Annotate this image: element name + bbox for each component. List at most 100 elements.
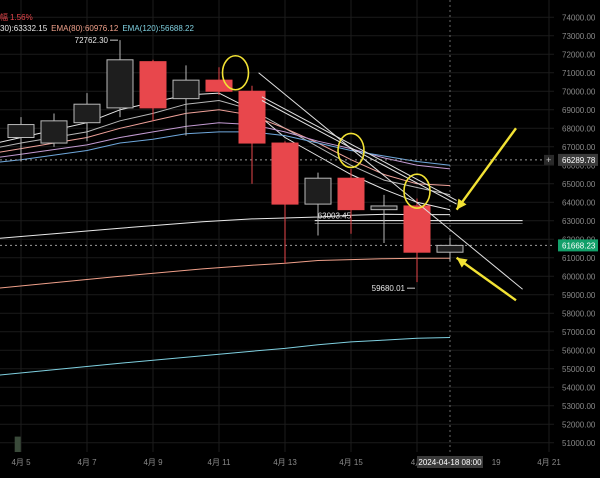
series-line-fast-5 xyxy=(0,131,451,166)
price-annotations: 72762.30 59680.01 xyxy=(75,36,415,293)
change-value: 1.56% xyxy=(10,13,33,22)
extreme-price-label: 59680.01 xyxy=(372,284,406,293)
candle-body xyxy=(403,205,431,253)
y-tick-label: 56000.00 xyxy=(562,346,596,355)
arrow-shaft xyxy=(455,127,517,211)
candle-body xyxy=(238,90,266,144)
price-tag-bg xyxy=(558,153,598,166)
indicator-legend: 幅 1.56% 30):63332.15 EMA(80):60976.12 EMA(… xyxy=(0,12,194,33)
x-tick-label: 4月 15 xyxy=(339,458,363,467)
y-tick-label: 58000.00 xyxy=(562,309,596,318)
candle-body xyxy=(304,177,332,205)
trend-lines xyxy=(258,72,523,290)
candle-body xyxy=(172,79,200,100)
arrow-head xyxy=(456,198,467,210)
candle-body xyxy=(7,124,35,139)
volume-bar xyxy=(14,436,21,452)
ema-legend-value: 30):63332.15 xyxy=(0,24,48,33)
series-line-ema-120- xyxy=(0,337,451,376)
series-line-fast-1 xyxy=(0,99,451,196)
candle-body xyxy=(271,142,299,205)
candle-body xyxy=(73,103,101,124)
candle xyxy=(238,85,266,184)
x-tick-label: 4月 11 xyxy=(208,458,232,467)
support-level-label: 63003.45 xyxy=(318,212,352,221)
candle xyxy=(337,168,365,234)
y-tick-label: 68000.00 xyxy=(562,124,596,133)
series-line-fast-4 xyxy=(0,122,451,170)
y-tick-label: 70000.00 xyxy=(562,87,596,96)
candle xyxy=(73,93,101,142)
series-line-fast-3 xyxy=(0,109,451,187)
y-tick-label: 67000.00 xyxy=(562,143,596,152)
crosshair-time-tag: 2024-04-18 08:00 xyxy=(417,456,483,468)
y-tick-label: 51000.00 xyxy=(562,439,596,448)
highlight-circle xyxy=(403,173,431,209)
y-tick-label: 53000.00 xyxy=(562,402,596,411)
candle xyxy=(7,117,35,162)
candle xyxy=(172,65,200,136)
crosshair-time-text: 2024-04-18 08:00 xyxy=(418,458,482,467)
x-tick-label: 4月 13 xyxy=(273,458,297,467)
trend-line xyxy=(258,72,523,290)
y-tick-label: 57000.00 xyxy=(562,328,596,337)
y-tick-label: 54000.00 xyxy=(562,383,596,392)
y-tick-label: 69000.00 xyxy=(562,106,596,115)
candle-body xyxy=(139,61,167,109)
arrow-head xyxy=(456,257,468,268)
current-price-tag: 61668.23 xyxy=(558,239,598,252)
trend-line xyxy=(261,96,457,201)
candle xyxy=(304,172,332,236)
highlight-circle xyxy=(221,54,250,91)
candle xyxy=(271,141,299,264)
y-tick-label: 55000.00 xyxy=(562,365,596,374)
y-tick-label: 74000.00 xyxy=(562,13,596,22)
x-tick-label: 4月 9 xyxy=(143,458,163,467)
price-tag-text: 61668.23 xyxy=(562,241,596,250)
candle xyxy=(370,194,398,243)
y-tick-label: 72000.00 xyxy=(562,50,596,59)
plus-icon: + xyxy=(546,155,551,165)
candles xyxy=(7,40,464,283)
y-tick-label: 71000.00 xyxy=(562,69,596,78)
y-tick-label: 52000.00 xyxy=(562,420,596,429)
y-tick-label: 61000.00 xyxy=(562,254,596,263)
price-tag-text: 66289.78 xyxy=(562,156,596,165)
x-tick-label: 4月 21 xyxy=(537,458,561,467)
x-tick-label: 4月 7 xyxy=(77,458,97,467)
y-tick-label: 59000.00 xyxy=(562,291,596,300)
candle xyxy=(436,237,464,262)
highlight-circles xyxy=(221,54,431,209)
price-tag-bg xyxy=(558,239,598,252)
reference-price-tag: 66289.78 + xyxy=(544,153,598,166)
extreme-price-label: 72762.30 xyxy=(75,36,109,45)
candle-body xyxy=(370,205,398,211)
y-tick-label: 65000.00 xyxy=(562,180,596,189)
add-alert-button[interactable] xyxy=(544,154,554,165)
x-tick-label: 19 xyxy=(492,458,501,467)
x-tick-label: 4月 5 xyxy=(11,458,31,467)
short-moving-averages xyxy=(0,92,451,211)
candle-body xyxy=(40,120,68,144)
candle xyxy=(139,59,167,121)
y-tick-label: 63000.00 xyxy=(562,217,596,226)
candle xyxy=(106,40,134,118)
candle xyxy=(205,67,233,95)
y-tick-label: 64000.00 xyxy=(562,198,596,207)
candle-body xyxy=(205,79,233,92)
candle-body xyxy=(436,244,464,253)
highlight-circle xyxy=(337,132,365,169)
candle xyxy=(40,113,68,147)
candle xyxy=(403,198,431,283)
ema-legend-value: EMA(80):60976.12 xyxy=(51,24,119,33)
highlight-arrow xyxy=(455,256,517,302)
ema-legend-value: EMA(120):56688.22 xyxy=(122,24,194,33)
highlight-arrows xyxy=(455,127,517,302)
change-label: 幅 xyxy=(0,12,8,22)
trend-line xyxy=(261,100,457,205)
crosshair-time-bg xyxy=(417,456,483,468)
y-tick-label: 73000.00 xyxy=(562,32,596,41)
y-tick-label: 60000.00 xyxy=(562,272,596,281)
